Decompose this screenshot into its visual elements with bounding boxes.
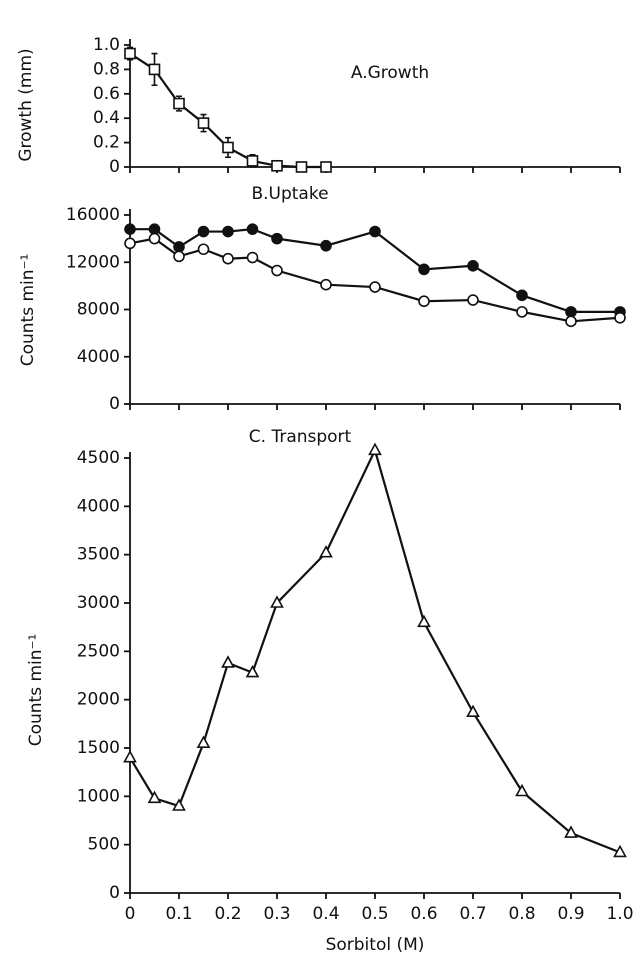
y-tick-label: 3500 [77,545,120,565]
y-tick-label: 1500 [77,738,120,758]
marker [467,294,479,306]
marker [516,306,528,318]
marker [418,263,430,276]
marker [369,225,381,238]
y-tick-label: 3000 [77,593,120,613]
x-tick-label: 0.9 [557,904,584,924]
marker [368,442,382,456]
y-tick-label: 0.6 [93,84,120,104]
marker [320,161,332,173]
marker [320,239,332,252]
marker [172,798,186,811]
marker [245,664,260,678]
marker [196,735,211,748]
marker [148,232,161,245]
marker [417,614,431,628]
x-tick-label: 0.6 [410,904,437,924]
x-axis-label: Sorbitol (M) [326,935,425,955]
marker [564,825,578,838]
marker [271,159,283,172]
y-tick-label: 0 [109,394,120,414]
marker [271,264,283,277]
panel-title: B.Uptake [251,184,328,204]
marker [565,306,577,318]
y-tick-label: 1000 [77,786,120,806]
marker [515,783,529,797]
x-tick-label: 0.1 [165,904,192,924]
marker [147,790,162,804]
marker [148,223,161,235]
y-tick-label: 2500 [77,641,120,661]
marker [222,141,234,154]
marker [124,237,136,250]
marker [319,545,333,558]
x-tick-label: 0.2 [214,904,241,924]
x-tick-label: 0 [125,904,136,924]
y-axis-label: Counts min⁻¹ [18,254,38,367]
panel-title: C. Transport [249,427,352,447]
x-tick-label: 0.5 [361,904,388,924]
marker [197,243,210,256]
marker [148,63,161,76]
y-tick-label: 4000 [77,496,120,516]
marker [270,595,284,608]
y-axis-label: Growth (mm) [16,48,36,161]
marker [173,241,185,253]
y-tick-label: 0.4 [93,108,120,128]
y-tick-label: 16000 [66,205,120,225]
marker [222,225,234,238]
marker [246,251,259,264]
series-line [130,228,620,313]
y-tick-label: 1.0 [93,35,120,55]
marker [614,311,626,324]
marker [320,278,332,291]
marker [197,225,210,238]
marker [173,97,185,110]
panel-title: A.Growth [351,63,429,83]
y-tick-label: 4500 [77,448,120,468]
marker [222,252,234,265]
series-line [129,447,621,854]
marker [295,161,308,173]
marker [124,223,136,235]
marker [467,259,479,272]
marker [565,315,577,328]
y-tick-label: 2000 [77,690,120,710]
y-tick-label: 12000 [66,252,120,272]
y-tick-label: 4000 [77,347,120,367]
marker [221,655,235,668]
marker [197,117,210,129]
y-tick-label: 500 [88,835,120,855]
y-tick-label: 0.2 [93,133,120,153]
y-tick-label: 8000 [77,300,120,320]
x-tick-label: 0.3 [263,904,290,924]
marker [418,295,430,308]
marker [516,289,528,302]
y-tick-label: 0 [109,883,120,903]
x-tick-label: 0.7 [459,904,486,924]
x-tick-label: 0.8 [508,904,535,924]
marker [124,47,136,60]
marker [123,750,137,763]
marker [173,250,185,263]
marker [271,232,283,245]
y-tick-label: 0.8 [93,59,120,79]
y-tick-label: 0 [109,157,120,177]
x-tick-label: 1.0 [606,904,633,924]
marker [369,281,381,293]
y-axis-label: Counts min⁻¹ [26,634,46,747]
marker [246,155,259,167]
marker [246,223,259,235]
x-tick-label: 0.4 [312,904,339,924]
marker [613,844,627,858]
marker [466,704,480,718]
